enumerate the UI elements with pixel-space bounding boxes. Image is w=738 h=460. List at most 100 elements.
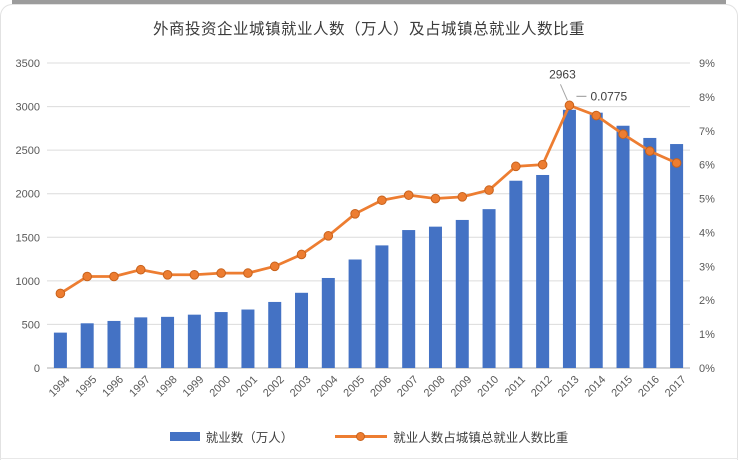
- left-axis-tick-label: 2000: [16, 189, 40, 201]
- line-marker-2000: [216, 268, 226, 278]
- bar-1997: [134, 317, 148, 368]
- left-axis-tick-label: 3000: [16, 102, 40, 114]
- chart-card: [0, 4, 738, 460]
- bar-2017: [670, 144, 684, 368]
- bar-2004: [321, 277, 335, 368]
- bar-1994: [53, 332, 67, 368]
- line-marker-2001: [243, 268, 253, 278]
- line-series-swatch-icon: [335, 431, 388, 442]
- bar-1999: [187, 314, 201, 368]
- line-marker-2004: [323, 231, 334, 241]
- x-tick-label-2006: 2006: [368, 374, 394, 400]
- line-marker-2017: [671, 158, 682, 168]
- annotation-bar-peak: 2963: [549, 67, 576, 81]
- bar-2001: [241, 309, 255, 368]
- line-marker-2016: [645, 146, 655, 156]
- bar-2002: [268, 301, 282, 368]
- bar-series-swatch-icon: [169, 432, 200, 441]
- bar-2012: [536, 174, 550, 368]
- window-edge-artifact: [12, 0, 726, 5]
- right-axis-tick-label: 6%: [699, 160, 715, 172]
- line-marker-1998: [162, 270, 173, 280]
- legend-item-employment: 就业数（万人）: [169, 427, 294, 446]
- x-tick-label-1998: 1998: [154, 374, 180, 400]
- bar-2010: [482, 209, 496, 368]
- right-axis-tick-label: 7%: [699, 126, 715, 138]
- x-tick-label-2002: 2002: [261, 374, 287, 400]
- bar-2009: [455, 219, 469, 368]
- x-tick-label-2014: 2014: [583, 374, 609, 400]
- line-marker-2014: [591, 110, 602, 121]
- left-axis-tick-label: 2500: [16, 145, 40, 157]
- x-tick-label-2001: 2001: [234, 374, 260, 400]
- x-tick-label-1996: 1996: [100, 374, 126, 400]
- bar-2005: [348, 259, 362, 368]
- x-tick-label-2004: 2004: [315, 374, 341, 400]
- line-marker-1997: [135, 264, 146, 275]
- right-axis-tick-label: 4%: [699, 227, 715, 239]
- x-tick-label-1997: 1997: [127, 374, 153, 400]
- legend-label-share: 就业人数占城镇总就业人数比重: [393, 431, 569, 445]
- x-tick-label-1994: 1994: [47, 374, 73, 400]
- x-tick-label-2017: 2017: [663, 374, 689, 400]
- left-axis-tick-label: 0: [34, 363, 40, 375]
- right-axis-tick-label: 5%: [699, 194, 715, 206]
- bar-2003: [295, 292, 309, 368]
- x-tick-label-2000: 2000: [207, 374, 233, 400]
- x-tick-label-2015: 2015: [609, 374, 635, 400]
- right-axis-tick-label: 8%: [699, 92, 715, 104]
- bar-1995: [80, 323, 94, 368]
- right-axis-tick-label: 1%: [699, 329, 715, 341]
- bar-2014: [589, 112, 603, 369]
- right-axis-tick-label: 9%: [699, 58, 715, 70]
- x-tick-label-2009: 2009: [449, 374, 475, 400]
- bar-2013: [562, 109, 576, 368]
- right-axis-tick-label: 2%: [699, 295, 715, 307]
- bar-2016: [643, 137, 657, 368]
- line-marker-1994: [55, 288, 66, 299]
- line-marker-2002: [269, 261, 280, 272]
- bar-2006: [375, 245, 389, 368]
- line-marker-1995: [82, 271, 92, 282]
- line-marker-2005: [350, 209, 360, 219]
- line-marker-2007: [403, 190, 414, 200]
- chart-title: 外商投资企业城镇就业人数（万人）及占城镇总就业人数比重: [152, 21, 585, 38]
- right-axis-tick-label: 3%: [699, 261, 715, 273]
- left-axis-tick-label: 1500: [16, 232, 40, 244]
- line-marker-2015: [618, 129, 628, 139]
- line-marker-2011: [511, 161, 521, 172]
- legend-item-share: 就业人数占城镇总就业人数比重: [335, 427, 568, 446]
- bar-2011: [509, 180, 523, 368]
- x-tick-label-2005: 2005: [341, 374, 367, 400]
- bar-2008: [428, 226, 442, 368]
- left-axis-tick-label: 1000: [16, 276, 40, 288]
- line-marker-2010: [484, 185, 494, 195]
- bar-1996: [107, 320, 121, 368]
- line-marker-2013: [564, 100, 575, 111]
- x-tick-label-2008: 2008: [422, 374, 448, 400]
- line-marker-1996: [109, 271, 119, 282]
- right-axis-tick-label: 0%: [699, 363, 715, 375]
- line-marker-2006: [377, 195, 387, 206]
- line-marker-2008: [430, 193, 441, 204]
- x-tick-label-1995: 1995: [74, 374, 100, 400]
- left-axis-tick-label: 3500: [16, 58, 40, 70]
- bar-2007: [402, 230, 416, 368]
- x-tick-label-1999: 1999: [181, 374, 207, 400]
- bar-1998: [161, 316, 175, 368]
- line-marker-2009: [457, 192, 468, 202]
- x-tick-label-2013: 2013: [556, 374, 582, 400]
- x-tick-label-2011: 2011: [503, 374, 528, 399]
- card-bottom-border: [0, 458, 738, 459]
- chart-legend: 就业数（万人） 就业人数占城镇总就业人数比重: [0, 427, 738, 446]
- line-marker-2003: [296, 249, 307, 260]
- legend-label-employment: 就业数（万人）: [205, 431, 294, 445]
- x-tick-label-2007: 2007: [395, 374, 421, 400]
- annotation-share-peak: 0.0775: [590, 89, 627, 103]
- line-marker-1999: [189, 270, 200, 280]
- annotation-leader-line: [559, 84, 568, 101]
- x-tick-label-2016: 2016: [636, 374, 662, 400]
- bar-2000: [214, 312, 228, 368]
